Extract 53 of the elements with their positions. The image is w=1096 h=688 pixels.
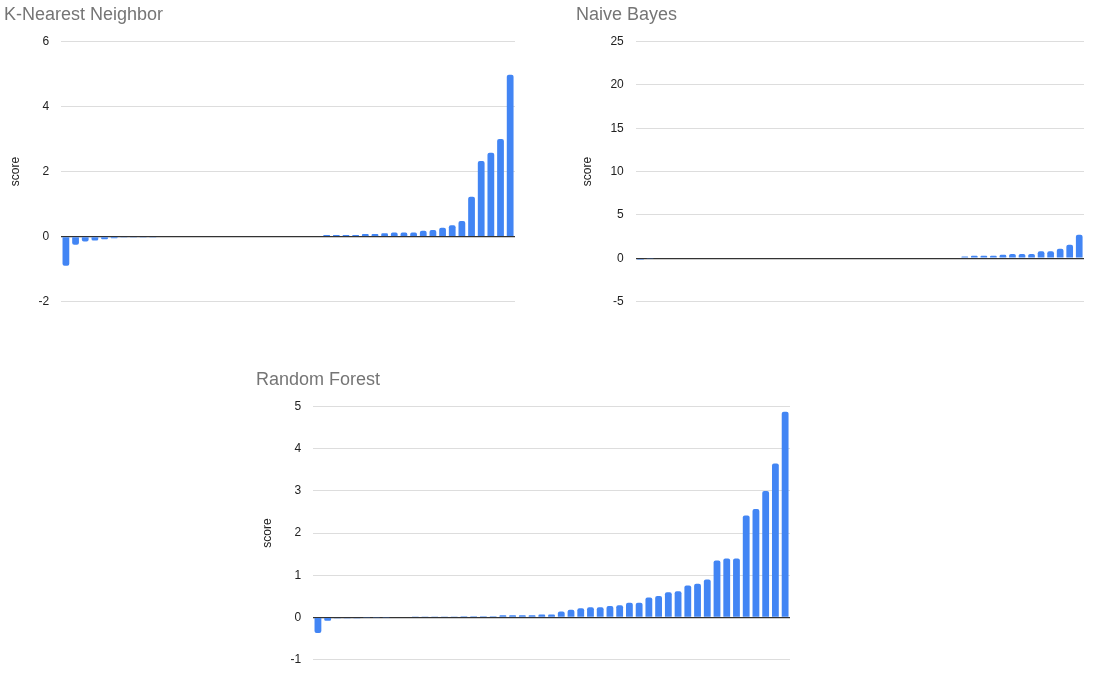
y-tick-label: 20 bbox=[610, 77, 625, 92]
chart-title: Naive Bayes bbox=[576, 3, 678, 24]
y-tick-label: 0 bbox=[617, 250, 625, 265]
bar bbox=[674, 591, 682, 617]
bar bbox=[694, 583, 701, 617]
bar bbox=[314, 618, 322, 634]
bar bbox=[458, 221, 466, 236]
bar bbox=[616, 605, 624, 617]
y-tick-label: 2 bbox=[42, 163, 50, 178]
y-tick-label: 15 bbox=[610, 120, 625, 135]
y-tick-label: -5 bbox=[613, 293, 625, 308]
bar bbox=[506, 74, 514, 236]
bar bbox=[62, 237, 70, 266]
bar bbox=[771, 463, 779, 617]
bar bbox=[684, 585, 692, 617]
bar bbox=[762, 490, 770, 617]
y-tick-label: 0 bbox=[42, 228, 50, 243]
bar bbox=[1075, 234, 1083, 258]
y-tick-label: -2 bbox=[38, 293, 50, 308]
bar bbox=[487, 152, 495, 236]
bar bbox=[477, 160, 485, 236]
y-tick-label: 10 bbox=[610, 163, 625, 178]
bar bbox=[742, 515, 750, 617]
y-tick-label: 5 bbox=[294, 398, 302, 413]
bar bbox=[733, 558, 740, 617]
y-axis-title: score bbox=[7, 156, 22, 187]
bar bbox=[703, 579, 711, 617]
y-tick-label: 3 bbox=[294, 483, 302, 498]
y-tick-label: 4 bbox=[294, 441, 302, 456]
bar bbox=[781, 411, 789, 617]
bar bbox=[635, 602, 643, 617]
y-tick-label: 2 bbox=[294, 525, 302, 540]
bar bbox=[664, 592, 672, 617]
y-tick-label: -1 bbox=[290, 651, 302, 666]
bar bbox=[625, 602, 633, 617]
bar bbox=[723, 558, 731, 617]
y-tick-label: 4 bbox=[42, 98, 50, 113]
bar bbox=[448, 225, 456, 236]
bar bbox=[1066, 244, 1074, 258]
y-tick-label: 25 bbox=[610, 33, 625, 48]
bar bbox=[468, 196, 475, 236]
y-axis-title: score bbox=[579, 156, 594, 187]
bar bbox=[497, 139, 504, 236]
chart-title: K-Nearest Neighbor bbox=[4, 3, 164, 24]
y-tick-label: 0 bbox=[294, 609, 302, 624]
bar bbox=[645, 597, 653, 617]
y-tick-label: 1 bbox=[294, 567, 302, 582]
y-tick-label: 5 bbox=[617, 207, 625, 222]
bar bbox=[606, 606, 614, 617]
chart-title: Random Forest bbox=[256, 368, 381, 389]
y-axis-title: score bbox=[259, 518, 274, 548]
y-tick-label: 6 bbox=[42, 33, 50, 48]
bar bbox=[655, 595, 663, 617]
